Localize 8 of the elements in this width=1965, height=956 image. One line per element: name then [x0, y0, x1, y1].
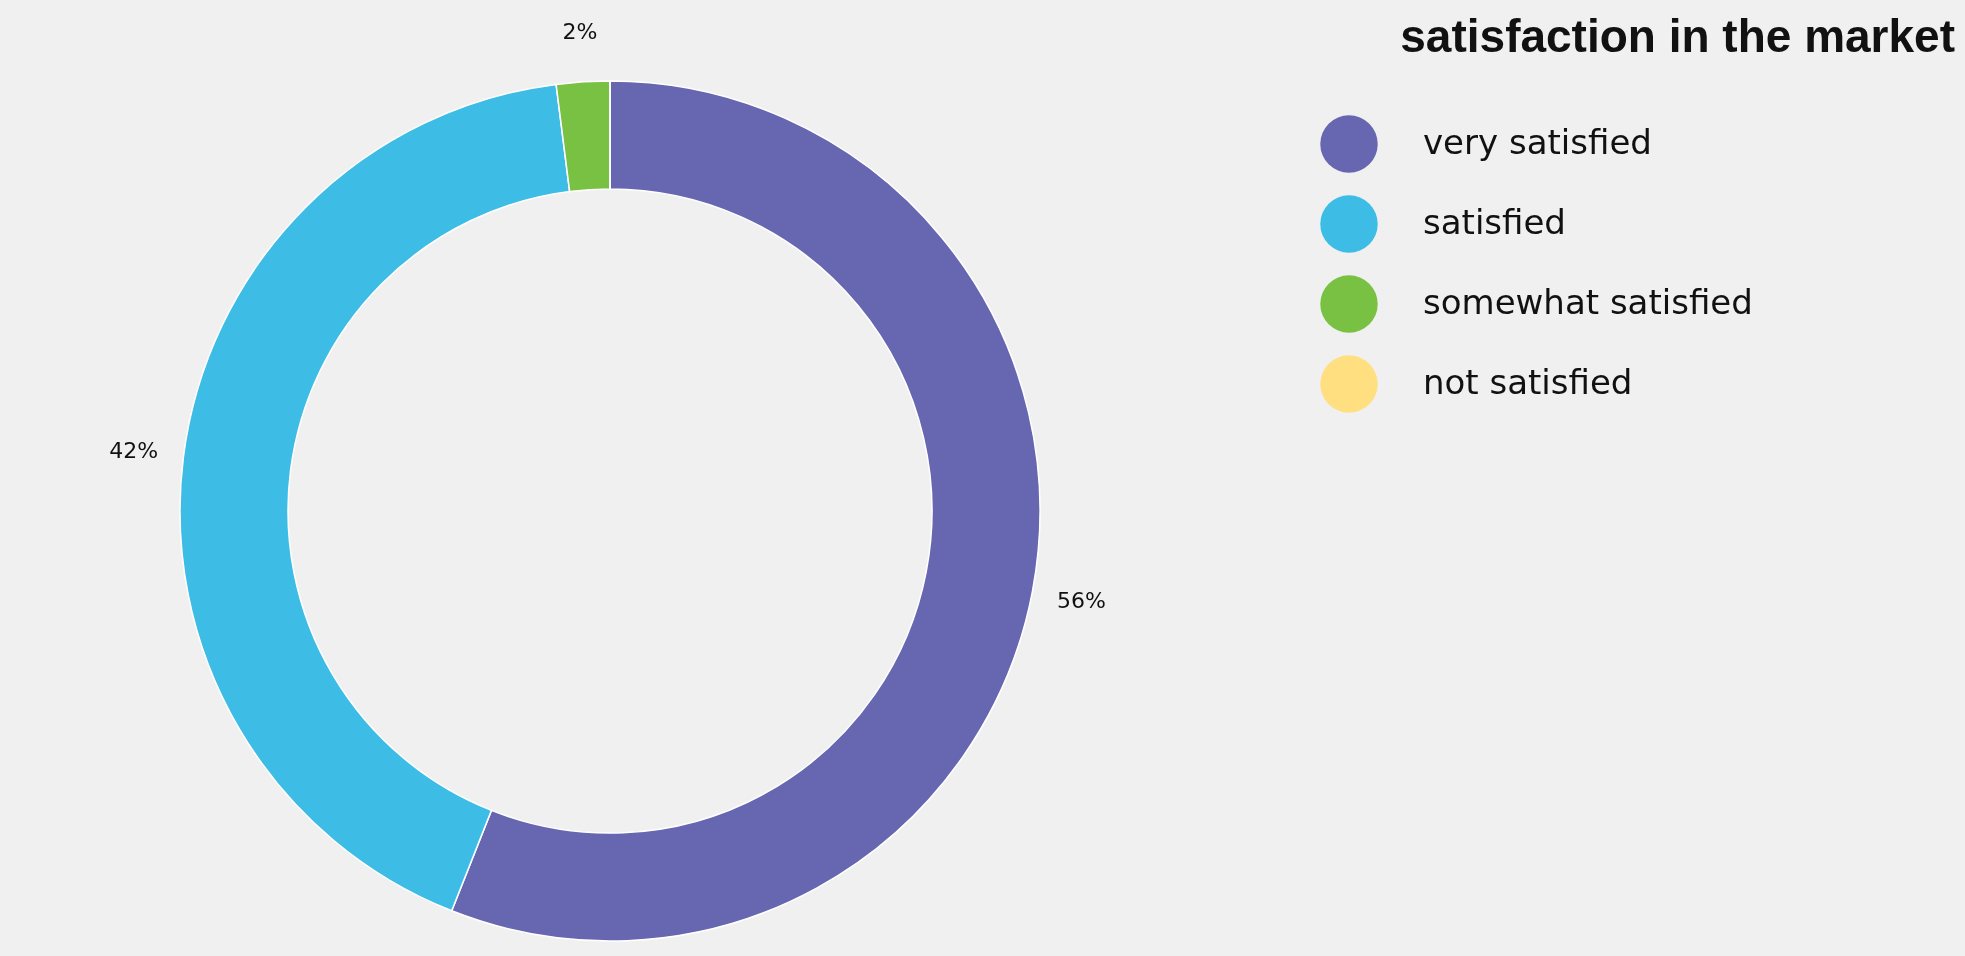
data-label: 42% [109, 437, 159, 463]
legend-label: satisfied [1423, 202, 1566, 242]
data-label: 2% [562, 18, 598, 44]
chart-title: satisfaction in the market [1400, 10, 1955, 62]
data-label: 56% [1057, 587, 1106, 613]
legend-label: somewhat satisfied [1423, 282, 1753, 322]
legend-label: very satisfied [1423, 122, 1652, 162]
legend-label: not satisfied [1423, 362, 1633, 402]
